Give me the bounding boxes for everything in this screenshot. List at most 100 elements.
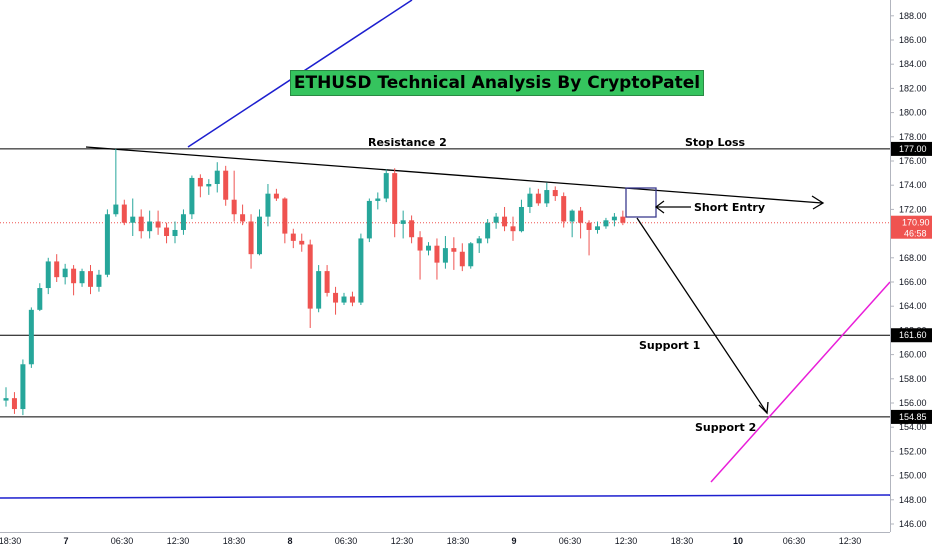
time-tick-label: 06:30 <box>111 536 134 546</box>
candle-body <box>586 222 592 230</box>
short-entry-label: Short Entry <box>694 201 765 214</box>
price-tick-label: 150.00 <box>899 471 927 481</box>
time-tick-label: 06:30 <box>783 536 806 546</box>
price-tick-label: 148.00 <box>899 495 927 505</box>
candle-body <box>96 274 102 287</box>
candle-body <box>527 193 533 207</box>
candle-body <box>155 221 161 228</box>
candle-body <box>62 268 68 278</box>
price-tick-label: 160.00 <box>899 350 927 360</box>
time-axis[interactable]: 18:30 7 06:30 12:30 18:30 8 06:30 12:30 18:30 9 06… <box>0 532 890 547</box>
candle-body <box>138 216 144 232</box>
candle-body <box>400 220 406 224</box>
candle-body <box>282 198 288 234</box>
level-tag-box <box>891 328 932 343</box>
annotations: Resistance 2 Stop Loss Short Entry Suppo… <box>368 136 765 434</box>
price-tick-label: 182.00 <box>899 83 927 93</box>
candle-body <box>180 214 186 230</box>
price-tick-label: 180.00 <box>899 108 927 118</box>
resistance-2-label: Resistance 2 <box>368 136 447 149</box>
time-tick-label: 10 <box>733 536 743 546</box>
time-tick-label: 06:30 <box>559 536 582 546</box>
price-tick-label: 154.00 <box>899 422 927 432</box>
resistance-arrowhead <box>811 195 825 210</box>
candle-body <box>544 190 550 204</box>
candle-body <box>493 216 499 223</box>
current-price-tag-box <box>891 215 932 239</box>
candles-group <box>3 148 626 416</box>
candle-body <box>417 237 423 251</box>
magenta-trend-line <box>710 281 891 483</box>
candle-body <box>54 261 60 278</box>
candle-body <box>206 183 212 187</box>
candle-body <box>459 251 465 267</box>
candle-body <box>20 364 26 410</box>
short-entry-arrowhead <box>655 200 665 214</box>
projection-arrowhead <box>758 401 769 415</box>
chart-title: ETHUSD Technical Analysis By CryptoPatel <box>290 70 704 96</box>
candle-body <box>578 210 584 223</box>
candle-body <box>333 292 339 303</box>
candle-body <box>324 271 330 293</box>
candle-body <box>341 296 347 303</box>
candle-body <box>349 296 355 303</box>
candle-body <box>358 238 364 303</box>
blue-trend-line-lower <box>0 494 891 499</box>
candle-body <box>375 198 381 201</box>
price-tick-label: 172.00 <box>899 204 927 214</box>
candle-body <box>552 190 558 197</box>
time-tick-label: 7 <box>63 536 68 546</box>
time-tick-label: 12:30 <box>167 536 190 546</box>
price-tick-label: 158.00 <box>899 374 927 384</box>
candle-body <box>603 220 609 227</box>
projection-arrow-line <box>636 217 768 414</box>
price-tick-label: 164.00 <box>899 301 927 311</box>
level-tag-box <box>891 409 932 424</box>
candle-body <box>620 216 626 223</box>
candle-body <box>265 193 271 217</box>
candle-body <box>197 177 203 187</box>
candle-body <box>485 222 491 239</box>
price-tick-label: 174.00 <box>899 180 927 190</box>
candle-body <box>28 309 34 365</box>
candle-body <box>502 216 508 227</box>
candle-body <box>290 233 296 241</box>
candle-body <box>214 170 220 184</box>
price-tick-label: 152.00 <box>899 446 927 456</box>
candle-body <box>164 227 170 237</box>
descending-resistance-line <box>85 146 823 204</box>
candle-body <box>451 248 457 252</box>
price-tick-label: 166.00 <box>899 277 927 287</box>
time-tick-label: 06:30 <box>335 536 358 546</box>
time-tick-label: 8 <box>287 536 292 546</box>
candle-body <box>88 271 93 287</box>
stop-loss-label: Stop Loss <box>685 136 746 149</box>
price-axis[interactable]: 146.00 148.00 150.00 152.00 154.00 156.00 158.… <box>890 0 932 532</box>
countdown-label: 46:58 <box>904 229 927 239</box>
candle-body <box>248 221 254 255</box>
current-price-label: 170.90 <box>902 218 930 228</box>
support-2-label: Support 2 <box>695 421 756 434</box>
candle-body <box>189 177 195 215</box>
candle-body <box>535 193 541 204</box>
price-tick-label: 188.00 <box>899 11 927 21</box>
candle-body <box>130 216 136 223</box>
candle-body <box>273 193 279 199</box>
candle-body <box>468 243 474 267</box>
candle-body <box>392 173 398 224</box>
candle-body <box>383 173 389 199</box>
candle-body <box>409 220 415 238</box>
level-tag-label: 154.85 <box>899 412 927 422</box>
candle-body <box>442 248 448 263</box>
candle-body <box>366 200 372 239</box>
entry-box <box>625 187 657 218</box>
candle-body <box>79 271 85 284</box>
candle-body <box>231 199 237 215</box>
candle-body <box>240 214 246 222</box>
time-tick-label: 12:30 <box>615 536 638 546</box>
candle-body <box>518 206 524 232</box>
price-tick-label: 176.00 <box>899 156 927 166</box>
time-tick-label: 18:30 <box>447 536 470 546</box>
time-tick-label: 18:30 <box>671 536 694 546</box>
